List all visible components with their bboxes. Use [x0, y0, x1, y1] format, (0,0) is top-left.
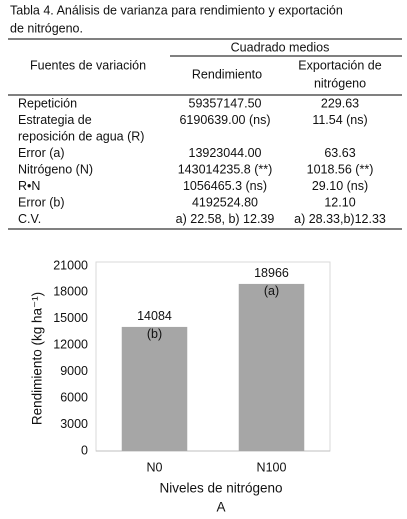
value-label: 18966: [254, 266, 289, 280]
table-cell: Repetición: [18, 96, 77, 110]
y-tick-label: 9000: [60, 364, 88, 378]
table-cell: a) 28.33,b)12.33: [294, 212, 386, 226]
letter-label: (b): [147, 327, 162, 341]
bar: [121, 326, 188, 451]
y-axis-title: Rendimiento (kg ha⁻¹): [30, 292, 45, 425]
table-cell: R•N: [18, 179, 40, 193]
header-cell: nitrógeno: [314, 76, 366, 90]
table-cell: a) 22.58, b) 12.39: [176, 212, 275, 226]
table-cell: 29.10 (ns): [312, 179, 368, 193]
table-cell: 63.63: [324, 146, 355, 160]
table-cell: 1056465.3 (ns): [183, 179, 267, 193]
y-tick-label: 21000: [53, 258, 88, 272]
table-cell: 13923044.00: [189, 146, 262, 160]
table-cell: C.V.: [18, 212, 41, 226]
table-cell: 1018.56 (**): [307, 162, 374, 176]
header-cell: Exportación de: [298, 58, 381, 72]
bar: [238, 283, 305, 451]
table-cell: Error (a): [18, 146, 65, 160]
letter-label: (a): [264, 284, 279, 298]
caption: Tabla 4. Análisis de varianza para rendi…: [10, 3, 343, 17]
y-tick-label: 3000: [60, 417, 88, 431]
panel-label: A: [216, 500, 225, 515]
y-tick-label: 15000: [53, 311, 88, 325]
table-cell: Nitrógeno (N): [18, 162, 93, 176]
table-cell: 4192524.80: [192, 195, 258, 209]
x-tick-label: N100: [257, 460, 287, 474]
x-axis-title: Niveles de nitrógeno: [159, 481, 282, 496]
value-label: 14084: [137, 309, 172, 323]
x-tick-label: N0: [147, 460, 163, 474]
header-cell: Cuadrado medios: [231, 40, 330, 54]
y-tick-label: 0: [81, 443, 88, 457]
header-cell: Rendimiento: [192, 67, 262, 81]
table-cell: Estrategia de: [18, 113, 92, 127]
header-cell: Fuentes de variación: [30, 58, 146, 72]
table-cell: Error (b): [18, 195, 65, 209]
table-cell: 229.63: [321, 96, 359, 110]
table-cell: 11.54 (ns): [312, 113, 367, 127]
table-cell: 12.10: [324, 195, 355, 209]
y-tick-label: 12000: [53, 338, 88, 352]
table-cell: 143014235.8 (**): [178, 162, 273, 176]
y-tick-label: 6000: [60, 390, 88, 404]
y-tick-label: 18000: [53, 285, 88, 299]
caption: de nitrógeno.: [10, 21, 83, 35]
table-cell: reposición de agua (R): [18, 129, 144, 143]
table-cell: 59357147.50: [189, 96, 262, 110]
table-cell: 6190639.00 (ns): [179, 113, 270, 127]
